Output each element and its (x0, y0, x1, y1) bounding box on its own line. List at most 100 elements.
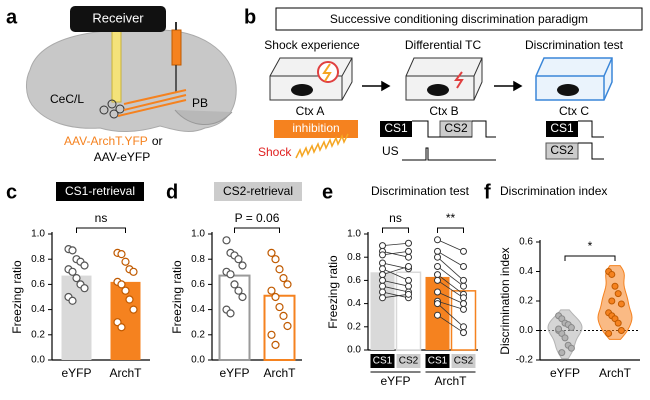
receiver-box (70, 6, 166, 32)
significance-label: ns (95, 211, 108, 225)
paired-line (382, 291, 409, 299)
data-point (567, 344, 575, 352)
cs-trace (578, 142, 604, 160)
y-tick-label: 1.0 (347, 229, 361, 240)
stage-label: Discrimination test (525, 38, 624, 52)
bar (450, 290, 477, 351)
bar (218, 274, 251, 361)
conjunction: or (152, 134, 163, 148)
data-point (222, 236, 231, 245)
data-point (434, 247, 441, 255)
data-point (405, 253, 412, 261)
data-point (460, 294, 467, 302)
significance-bracket (234, 227, 280, 233)
paired-line (382, 242, 409, 246)
paradigm-box (275, 7, 643, 31)
data-point (267, 286, 276, 295)
data-point (275, 265, 284, 274)
shock-label: Shock (258, 145, 292, 159)
data-point (279, 274, 288, 283)
data-point (68, 267, 77, 276)
path-shape (381, 80, 391, 92)
paired-line (437, 300, 464, 310)
data-point (405, 290, 412, 298)
data-point (379, 282, 386, 290)
y-tick-label: -0.2 (516, 355, 534, 366)
y-tick-label: 0.4 (347, 298, 361, 309)
cs-trace (412, 120, 496, 138)
y-axis-label: Discrimination index (498, 247, 512, 354)
data-point (267, 248, 276, 257)
data-point (68, 246, 77, 255)
context-label: Ctx A (296, 104, 325, 118)
panel-letter: c (6, 181, 17, 203)
violin (597, 265, 633, 340)
paired-line (437, 256, 464, 281)
data-point (230, 280, 239, 289)
chart-title: Discrimination index (500, 184, 607, 198)
data-point (279, 311, 288, 320)
data-point (434, 288, 441, 296)
y-tick-label: 0.6 (31, 279, 45, 290)
data-point (614, 319, 622, 327)
group-label: ArchT (434, 374, 467, 388)
significance-label: ** (446, 211, 456, 225)
panel-letter: f (484, 181, 491, 203)
significance-label: * (588, 239, 593, 253)
data-point (121, 257, 130, 266)
title-box (56, 182, 144, 201)
y-tick-label: 0.0 (519, 325, 533, 336)
paired-line (437, 314, 464, 333)
paired-line (437, 280, 464, 299)
title-box (214, 182, 302, 201)
paired-line (382, 293, 409, 299)
data-point (379, 288, 386, 296)
data-point (460, 305, 467, 313)
significance-label: P = 0.06 (235, 211, 280, 225)
data-point (129, 305, 138, 314)
stage-label: Differential TC (405, 38, 482, 52)
data-point (460, 262, 467, 270)
receiver-label: Receiver (92, 10, 144, 25)
data-point (608, 297, 616, 305)
paired-line (437, 274, 464, 295)
paired-line (382, 251, 409, 256)
x-tick-label: eYFP (550, 366, 580, 380)
path-shape (513, 80, 523, 92)
cage-blue (535, 57, 613, 101)
path-shape (269, 57, 353, 101)
data-point (434, 271, 441, 279)
line-shape (117, 99, 187, 117)
data-point (405, 276, 412, 284)
data-point (379, 259, 386, 267)
condition-box (451, 354, 476, 368)
y-axis-label: Freezing ratio (326, 255, 340, 329)
data-point (283, 321, 292, 331)
paired-line (437, 266, 464, 287)
y-tick-label: 0.8 (347, 252, 361, 263)
cs-label: CS2 (550, 143, 574, 157)
cs-label: CS1 (550, 121, 574, 135)
condition-label: CS1 (428, 356, 448, 367)
data-point (405, 262, 412, 270)
data-point (234, 255, 243, 264)
us-trace (402, 147, 496, 161)
data-point (379, 265, 386, 273)
cerebellum (174, 109, 233, 125)
data-point (117, 250, 126, 259)
data-point (80, 261, 89, 270)
x-tick-label: ArchT (599, 366, 632, 380)
circle-shape (99, 105, 109, 115)
data-point (460, 276, 467, 284)
projections (117, 89, 187, 117)
data-point (434, 236, 441, 244)
data-point (226, 270, 235, 279)
y-tick-label: 0.2 (347, 321, 361, 332)
syringe (171, 29, 182, 66)
data-point (434, 253, 441, 261)
data-point (608, 270, 616, 278)
data-point (617, 327, 625, 334)
significance-bracket (564, 255, 616, 261)
condition-box (396, 354, 421, 368)
data-point (125, 295, 134, 304)
